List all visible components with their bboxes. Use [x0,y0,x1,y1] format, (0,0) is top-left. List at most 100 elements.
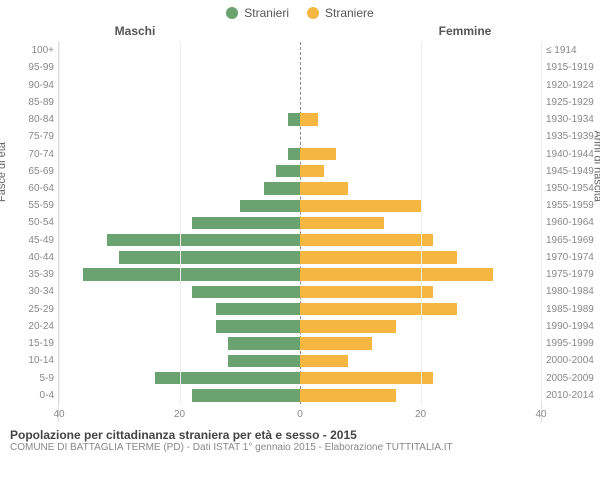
bar-female [300,234,433,246]
age-tick: 75-79 [6,128,54,145]
bar-row [59,197,541,214]
xtick: 0 [297,409,303,420]
legend-male: Stranieri [226,6,289,20]
yaxis-right: Anni di nascita ≤ 19141915-19191920-1924… [542,42,594,422]
age-tick: 40-44 [6,249,54,266]
bar-female [300,251,457,263]
bar-row [59,163,541,180]
bar-row [59,266,541,283]
xtick: 20 [415,409,426,420]
age-tick: 80-84 [6,111,54,128]
bar-female [300,200,421,212]
age-tick: 90-94 [6,76,54,93]
xaxis: 402002040 [59,404,541,422]
age-tick: 55-59 [6,197,54,214]
year-tick: 2010-2014 [546,387,594,404]
bar-male [216,320,300,332]
bar-row [59,369,541,386]
plot: 402002040 [58,42,542,422]
year-tick: 1980-1984 [546,283,594,300]
bar-row [59,76,541,93]
age-tick: 35-39 [6,266,54,283]
xtick: 40 [535,409,546,420]
year-tick: 2000-2004 [546,352,594,369]
age-tick: 65-69 [6,163,54,180]
age-tick: 0-4 [6,387,54,404]
bar-female [300,217,384,229]
year-tick: 1985-1989 [546,301,594,318]
year-tick: 1970-1974 [546,249,594,266]
bar-male [288,113,300,125]
year-tick: 1925-1929 [546,94,594,111]
bar-row [59,318,541,335]
year-tick: 1930-1934 [546,111,594,128]
age-tick: 25-29 [6,301,54,318]
age-tick: 45-49 [6,232,54,249]
chart-source: COMUNE DI BATTAGLIA TERME (PD) - Dati IS… [10,442,590,453]
year-tick: 1960-1964 [546,214,594,231]
year-tick: 1990-1994 [546,318,594,335]
bar-male [228,355,300,367]
column-headers: Maschi Femmine [0,22,600,42]
bar-male [276,165,300,177]
bar-female [300,148,336,160]
bar-male [228,337,300,349]
legend-female: Straniere [307,6,374,20]
bar-female [300,286,433,298]
year-tick: 1935-1939 [546,128,594,145]
ylabel-right: Anni di nascita [592,130,600,202]
age-tick: 100+ [6,42,54,59]
year-tick: 1950-1954 [546,180,594,197]
bar-row [59,387,541,404]
year-tick: 1915-1919 [546,59,594,76]
bar-female [300,268,493,280]
year-tick: 1965-1969 [546,232,594,249]
year-tick: 1940-1944 [546,145,594,162]
bar-male [192,217,300,229]
bar-female [300,113,318,125]
bar-male [240,200,300,212]
age-tick: 85-89 [6,94,54,111]
gridline [180,42,181,404]
footer: Popolazione per cittadinanza straniera p… [0,422,600,453]
year-tick: 2005-2009 [546,369,594,386]
bar-row [59,214,541,231]
bar-female [300,337,372,349]
age-tick: 20-24 [6,318,54,335]
age-tick: 95-99 [6,59,54,76]
year-tick: ≤ 1914 [546,42,594,59]
bar-row [59,128,541,145]
age-tick: 5-9 [6,369,54,386]
bar-row [59,111,541,128]
bars-container [59,42,541,404]
bar-male [155,372,300,384]
bar-male [83,268,300,280]
chart-area: Fasce di età 100+95-9990-9485-8980-8475-… [0,42,600,422]
ylabel-left: Fasce di età [0,142,8,202]
bar-male [216,303,300,315]
bar-female [300,182,348,194]
gridline [541,42,542,404]
bar-female [300,320,396,332]
xtick: 40 [53,409,64,420]
age-tick: 30-34 [6,283,54,300]
gridline [59,42,60,404]
bar-male [192,389,300,401]
age-tick: 60-64 [6,180,54,197]
bar-row [59,145,541,162]
age-tick: 70-74 [6,145,54,162]
gridline [421,42,422,404]
bar-row [59,335,541,352]
year-tick: 1995-1999 [546,335,594,352]
chart-title: Popolazione per cittadinanza straniera p… [10,428,590,442]
bar-female [300,372,433,384]
header-female: Femmine [300,24,600,38]
legend-female-swatch [307,7,319,19]
yaxis-left: Fasce di età 100+95-9990-9485-8980-8475-… [6,42,58,422]
bar-female [300,165,324,177]
year-tick: 1945-1949 [546,163,594,180]
bar-row [59,94,541,111]
bar-row [59,232,541,249]
bar-male [264,182,300,194]
bar-male [119,251,300,263]
